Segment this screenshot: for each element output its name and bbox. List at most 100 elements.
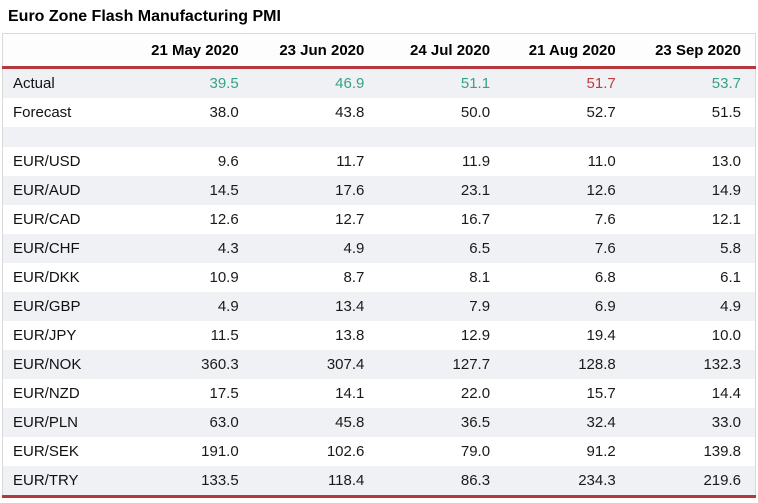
value-cell: 51.1 [460, 75, 491, 92]
value-cell: 8.7 [343, 269, 365, 286]
row-label: EUR/CHF [13, 240, 80, 257]
value-cell: 6.1 [720, 269, 741, 286]
value-cell: 8.1 [469, 269, 491, 286]
value-cell: 91.2 [586, 443, 616, 460]
value-cell: 46.9 [335, 75, 365, 92]
row-label: EUR/CAD [13, 211, 81, 228]
value-cell: 23.1 [460, 182, 491, 199]
value-cell: 13.0 [711, 153, 741, 170]
table-row: EUR/NZD 17.5 14.1 22.0 15.7 14.4 [2, 379, 756, 408]
value-cell: 307.4 [326, 356, 365, 373]
value-cell: 22.0 [460, 385, 491, 402]
value-cell: 234.3 [578, 472, 616, 489]
value-cell: 7.6 [594, 240, 616, 257]
value-cell [630, 127, 756, 147]
value-cell: 15.7 [586, 385, 616, 402]
table-row: EUR/CHF 4.3 4.9 6.5 7.6 5.8 [2, 234, 756, 263]
value-cell: 12.6 [586, 182, 616, 199]
table-row: EUR/NOK 360.3 307.4 127.7 128.8 132.3 [2, 350, 756, 379]
value-cell: 16.7 [460, 211, 491, 228]
value-cell: 219.6 [703, 472, 741, 489]
spacer-row [2, 127, 756, 147]
row-label: EUR/NZD [13, 385, 80, 402]
value-cell: 6.9 [594, 298, 616, 315]
value-cell: 6.5 [469, 240, 491, 257]
value-cell: 9.6 [217, 153, 239, 170]
value-cell [127, 127, 253, 147]
value-cell: 36.5 [460, 414, 491, 431]
value-cell [378, 127, 504, 147]
value-cell: 132.3 [703, 356, 741, 373]
row-label: EUR/JPY [13, 327, 77, 344]
row-label: EUR/PLN [13, 414, 79, 431]
value-cell: 51.5 [711, 104, 741, 121]
table-wrapper: 21 May 2020 23 Jun 2020 24 Jul 2020 21 Aug … [2, 33, 756, 498]
value-cell: 4.9 [343, 240, 365, 257]
value-cell: 128.8 [578, 356, 616, 373]
value-cell: 10.0 [711, 327, 741, 344]
value-cell: 53.7 [711, 75, 741, 92]
row-label-header [2, 33, 127, 68]
table-row: EUR/TRY 133.5 118.4 86.3 234.3 219.6 [2, 466, 756, 497]
value-cell: 14.4 [711, 385, 741, 402]
row-label: EUR/USD [13, 153, 81, 170]
value-cell: 12.1 [711, 211, 741, 228]
row-label: Forecast [13, 104, 72, 121]
value-cell: 191.0 [201, 443, 239, 460]
table-row: EUR/AUD 14.5 17.6 23.1 12.6 14.9 [2, 176, 756, 205]
value-cell: 102.6 [326, 443, 365, 460]
value-cell: 86.3 [460, 472, 491, 489]
value-cell: 12.9 [460, 327, 491, 344]
column-header: 24 Jul 2020 [378, 33, 505, 68]
value-cell: 45.8 [335, 414, 365, 431]
value-cell: 12.6 [209, 211, 239, 228]
table-row: EUR/DKK 10.9 8.7 8.1 6.8 6.1 [2, 263, 756, 292]
value-cell: 5.8 [720, 240, 741, 257]
value-cell: 32.4 [586, 414, 616, 431]
value-cell: 133.5 [201, 472, 239, 489]
header-row: 21 May 2020 23 Jun 2020 24 Jul 2020 21 Aug … [2, 33, 756, 68]
value-cell: 33.0 [711, 414, 741, 431]
table-header: 21 May 2020 23 Jun 2020 24 Jul 2020 21 Aug … [2, 33, 756, 68]
table-row: Forecast 38.0 43.8 50.0 52.7 51.5 [2, 98, 756, 127]
table-row: EUR/JPY 11.5 13.8 12.9 19.4 10.0 [2, 321, 756, 350]
table-row: EUR/USD 9.6 11.7 11.9 11.0 13.0 [2, 147, 756, 176]
table-body: Actual 39.5 46.9 51.1 51.7 53.7 Forecast 38.0 43… [2, 67, 756, 497]
pmi-table: 21 May 2020 23 Jun 2020 24 Jul 2020 21 Aug … [2, 33, 756, 498]
row-label: EUR/NOK [13, 356, 82, 373]
value-cell: 79.0 [460, 443, 491, 460]
column-header: 23 Jun 2020 [252, 33, 379, 68]
row-label: EUR/TRY [13, 472, 79, 489]
value-cell: 14.5 [209, 182, 239, 199]
row-label: EUR/GBP [13, 298, 81, 315]
value-cell: 14.9 [711, 182, 741, 199]
value-cell: 127.7 [452, 356, 491, 373]
value-cell: 7.6 [594, 211, 616, 228]
value-cell [504, 127, 630, 147]
value-cell: 17.6 [335, 182, 365, 199]
column-header: 21 May 2020 [127, 33, 253, 68]
row-label [3, 127, 128, 147]
value-cell: 13.4 [335, 298, 365, 315]
value-cell: 39.5 [209, 75, 239, 92]
table-row: EUR/PLN 63.0 45.8 36.5 32.4 33.0 [2, 408, 756, 437]
value-cell: 139.8 [703, 443, 741, 460]
value-cell: 11.7 [336, 153, 365, 170]
table-row: EUR/GBP 4.9 13.4 7.9 6.9 4.9 [2, 292, 756, 321]
value-cell: 51.7 [586, 75, 616, 92]
table-row: EUR/CAD 12.6 12.7 16.7 7.6 12.1 [2, 205, 756, 234]
value-cell: 6.8 [594, 269, 616, 286]
column-header: 23 Sep 2020 [629, 33, 756, 68]
value-cell: 17.5 [209, 385, 239, 402]
table-row: Actual 39.5 46.9 51.1 51.7 53.7 [2, 67, 756, 98]
value-cell: 43.8 [335, 104, 365, 121]
value-cell: 118.4 [327, 472, 365, 489]
value-cell: 11.0 [587, 153, 616, 170]
page-title: Euro Zone Flash Manufacturing PMI [8, 8, 281, 25]
value-cell: 12.7 [335, 211, 365, 228]
value-cell [253, 127, 379, 147]
row-label: Actual [13, 75, 55, 92]
value-cell: 14.1 [335, 385, 365, 402]
value-cell: 4.3 [217, 240, 239, 257]
value-cell: 50.0 [460, 104, 491, 121]
